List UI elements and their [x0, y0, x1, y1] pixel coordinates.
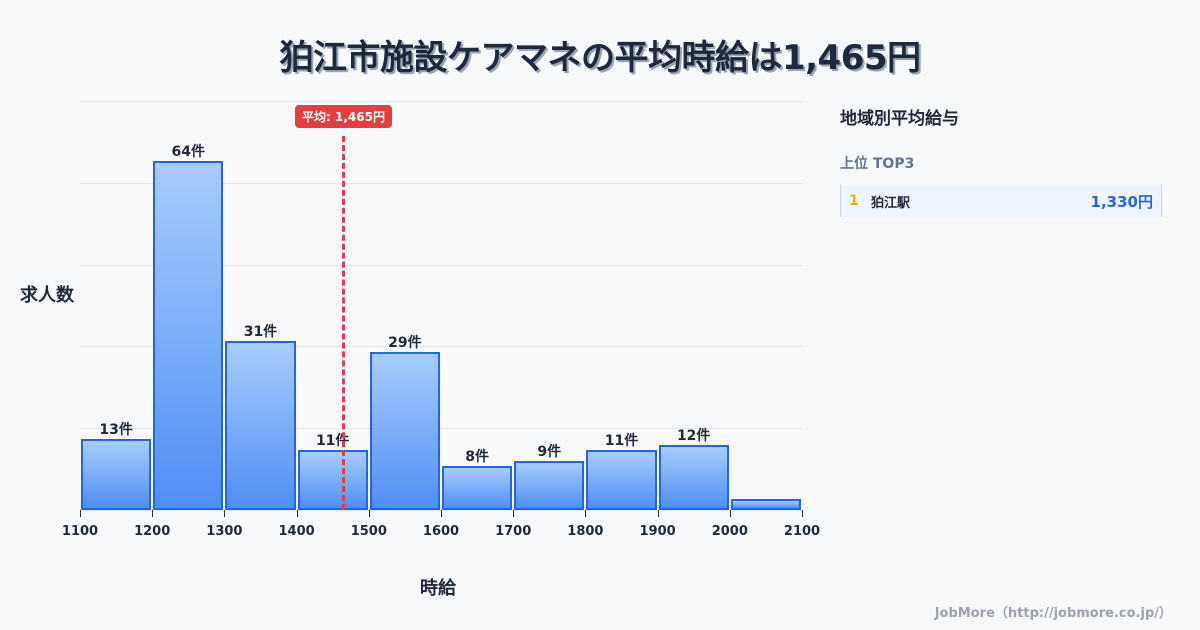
- panel-subtitle: 上位 TOP3: [840, 156, 915, 172]
- rank-station-name: 狛江駅: [871, 195, 911, 211]
- x-tick: [368, 510, 370, 517]
- histogram-bar: [730, 499, 801, 510]
- x-tick-label: 1600: [422, 524, 460, 539]
- histogram-bar: [369, 351, 440, 510]
- bar-count-label: 64件: [171, 144, 206, 160]
- x-tick: [152, 510, 154, 517]
- rank-value: 1,330円: [1090, 192, 1153, 211]
- bar-count-label: 31件: [243, 323, 278, 340]
- rank-row: 1 狛江駅 1,330円: [840, 185, 1162, 217]
- x-tick-label: 1400: [278, 524, 315, 539]
- x-tick: [441, 510, 442, 517]
- bar-count-label: 11件: [315, 433, 350, 450]
- x-tick: [585, 510, 587, 517]
- x-tick: [657, 510, 659, 517]
- x-tick: [224, 510, 226, 517]
- x-tick-label: 1900: [639, 524, 676, 539]
- gridline: [80, 182, 802, 184]
- histogram-bar: [225, 340, 296, 510]
- x-axis-label: 時給: [420, 578, 456, 599]
- histogram-bar: [297, 450, 368, 510]
- x-tick-label: 1100: [61, 524, 99, 539]
- x-tick: [296, 510, 298, 517]
- x-tick: [729, 510, 731, 517]
- histogram-bar: [514, 460, 585, 510]
- histogram-bar: [442, 466, 513, 510]
- bar-count-label: 11件: [604, 433, 639, 450]
- bar-count-label: 8件: [465, 449, 489, 466]
- x-tick-label: 1800: [567, 524, 604, 539]
- x-tick-label: 1200: [134, 524, 171, 539]
- x-tick-label: 2000: [711, 524, 748, 539]
- histogram-bar: [81, 439, 152, 510]
- x-tick-label: 1300: [206, 524, 243, 539]
- gridline: [80, 264, 802, 266]
- x-tick-label: 1700: [495, 524, 532, 539]
- bar-count-label: 29件: [388, 334, 422, 351]
- panel-title: 地域別平均給与: [840, 109, 959, 129]
- rank-number: 1: [849, 193, 859, 209]
- page-title: 狛江市施設ケアマネの平均時給は1,465円: [279, 38, 921, 78]
- x-tick: [802, 510, 803, 517]
- x-tick: [80, 510, 81, 517]
- average-badge: 平均: 1,465円: [295, 105, 392, 128]
- footer-credit: JobMore（http://jobmore.co.jp/）: [934, 606, 1172, 621]
- gridline: [80, 346, 802, 348]
- bar-count-label: 9件: [537, 443, 562, 460]
- regional-salary-panel: 地域別平均給与 上位 TOP3 1 狛江駅 1,330円: [840, 104, 1162, 217]
- x-tick-label: 2100: [783, 524, 821, 539]
- x-tick-label: 1500: [350, 524, 387, 539]
- histogram-bar: [153, 161, 224, 510]
- gridline: [80, 101, 802, 103]
- bar-count-label: 12件: [676, 427, 711, 444]
- histogram-bar: [658, 444, 729, 510]
- gridline: [80, 428, 802, 430]
- average-line: [342, 136, 346, 510]
- bar-count-label: 13件: [99, 422, 133, 439]
- histogram-plot: 13件 64件 31件 11件 29件 8件 9件 11件 12件 1100 1200 1300 140…: [62, 100, 820, 539]
- x-tick: [513, 510, 515, 517]
- histogram-bar: [586, 450, 657, 510]
- y-axis-label: 求人数: [20, 285, 74, 306]
